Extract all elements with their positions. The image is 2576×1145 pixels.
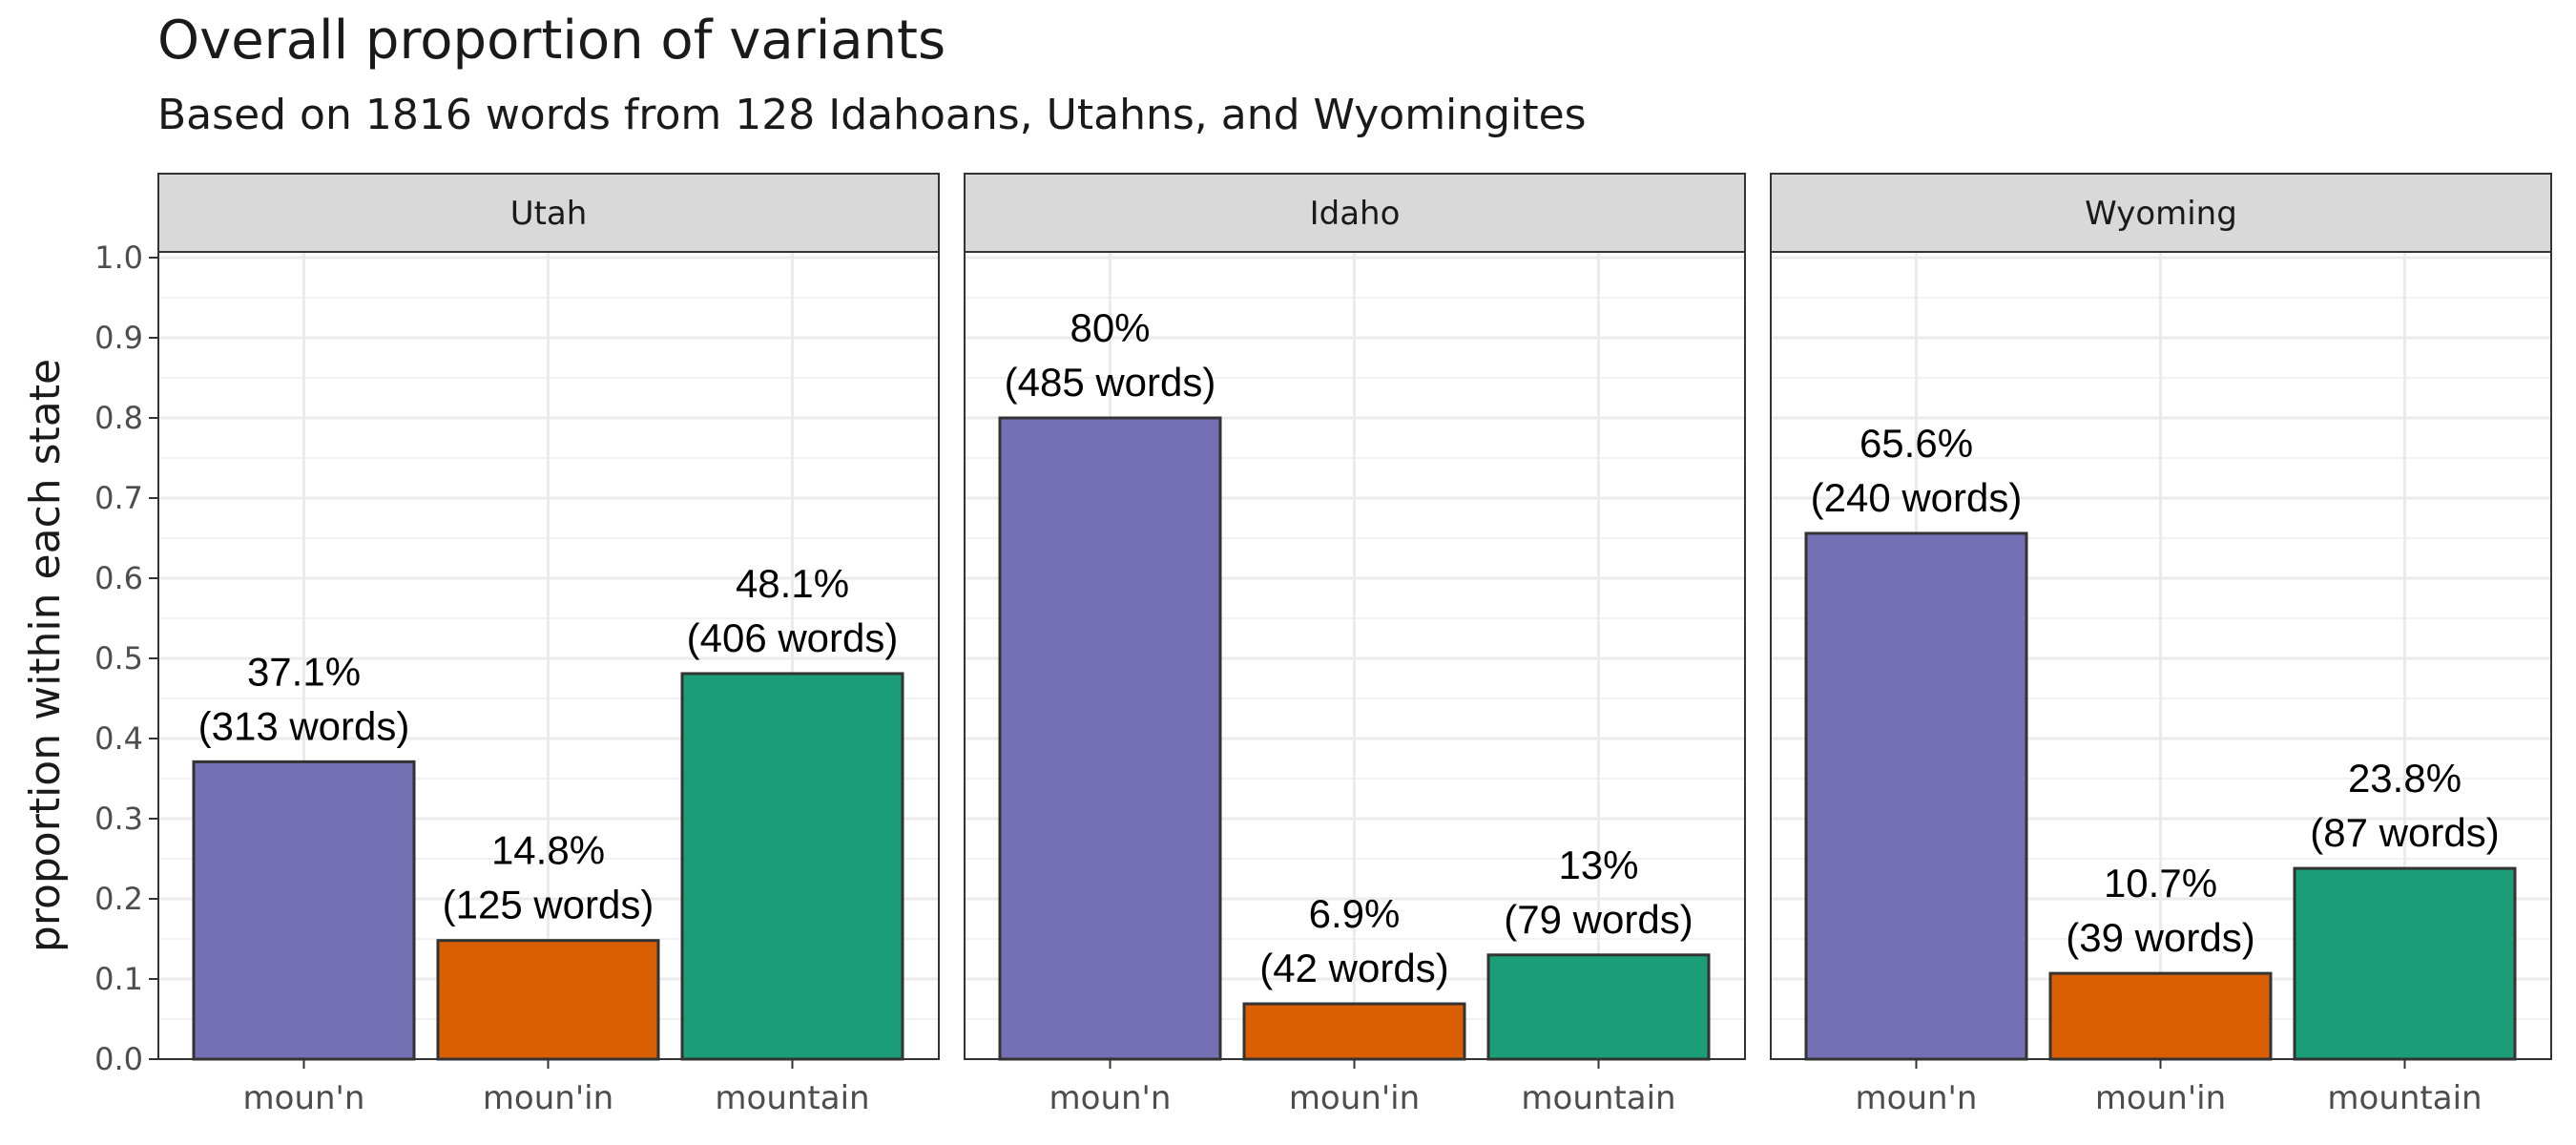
bar-utah-2 bbox=[680, 672, 904, 1061]
x-tick-label: moun'in bbox=[1289, 1079, 1420, 1117]
y-tick-label: 1.0 bbox=[94, 239, 143, 276]
facet-strip-wyoming bbox=[1770, 173, 2552, 253]
bar-count-label: (125 words) bbox=[443, 883, 654, 927]
bar-wyoming-0 bbox=[1804, 531, 2028, 1061]
bar-percent-label: 14.8% bbox=[491, 828, 605, 873]
bar-count-label: (87 words) bbox=[2310, 810, 2499, 855]
bar-utah-1 bbox=[436, 939, 660, 1061]
bar-count-label: (39 words) bbox=[2066, 915, 2254, 960]
bar-count-label: (42 words) bbox=[1259, 946, 1448, 990]
y-tick-label: 0.5 bbox=[94, 640, 143, 677]
y-tick-label: 0.1 bbox=[94, 961, 143, 997]
facet-strip-utah bbox=[157, 173, 940, 253]
bar-percent-label: 23.8% bbox=[2348, 756, 2462, 801]
bar-percent-label: 37.1% bbox=[247, 649, 361, 694]
bar-percent-label: 65.6% bbox=[1859, 421, 1973, 466]
bar-count-label: (406 words) bbox=[687, 615, 899, 660]
bar-idaho-1 bbox=[1242, 1002, 1466, 1061]
bar-idaho-2 bbox=[1486, 953, 1711, 1061]
x-tick-label: moun'n bbox=[243, 1079, 365, 1117]
bar-count-label: (240 words) bbox=[1811, 475, 2023, 520]
bar-utah-0 bbox=[192, 760, 416, 1061]
y-tick-label: 0.8 bbox=[94, 400, 143, 436]
bar-count-label: (485 words) bbox=[1005, 360, 1216, 405]
facet-label: Idaho bbox=[1310, 195, 1401, 233]
bar-percent-label: 13% bbox=[1558, 843, 1638, 887]
y-tick-label: 0.4 bbox=[94, 720, 143, 757]
bar-idaho-0 bbox=[998, 416, 1222, 1061]
x-tick-label: moun'n bbox=[1049, 1079, 1172, 1117]
x-tick-label: moun'in bbox=[483, 1079, 613, 1117]
x-tick-label: mountain bbox=[1521, 1079, 1675, 1117]
facet-label: Wyoming bbox=[2085, 195, 2237, 233]
y-axis-title: proportion within each state bbox=[21, 359, 70, 952]
bar-count-label: (79 words) bbox=[1504, 897, 1693, 942]
bar-wyoming-1 bbox=[2048, 971, 2273, 1061]
facet-strip-idaho bbox=[964, 173, 1746, 253]
x-tick-label: moun'in bbox=[2095, 1079, 2226, 1117]
x-tick-label: mountain bbox=[715, 1079, 869, 1117]
x-tick-label: mountain bbox=[2327, 1079, 2482, 1117]
bar-percent-label: 6.9% bbox=[1309, 891, 1401, 936]
facet-label: Utah bbox=[510, 195, 588, 233]
bar-count-label: (313 words) bbox=[198, 703, 410, 748]
bar-percent-label: 10.7% bbox=[2104, 861, 2217, 906]
chart-subtitle: Based on 1816 words from 128 Idahoans, U… bbox=[157, 91, 1587, 139]
bar-percent-label: 48.1% bbox=[736, 561, 849, 606]
x-tick-label: moun'n bbox=[1856, 1079, 1978, 1117]
bar-percent-label: 80% bbox=[1070, 305, 1150, 350]
y-tick-label: 0.7 bbox=[94, 480, 143, 516]
y-tick-label: 0.2 bbox=[94, 881, 143, 917]
y-tick-label: 0.3 bbox=[94, 801, 143, 837]
y-tick-label: 0.6 bbox=[94, 560, 143, 596]
bar-wyoming-2 bbox=[2293, 866, 2517, 1061]
y-tick-label: 0.0 bbox=[94, 1041, 143, 1077]
chart-title: Overall proportion of variants bbox=[157, 10, 946, 72]
y-tick-label: 0.9 bbox=[94, 320, 143, 356]
